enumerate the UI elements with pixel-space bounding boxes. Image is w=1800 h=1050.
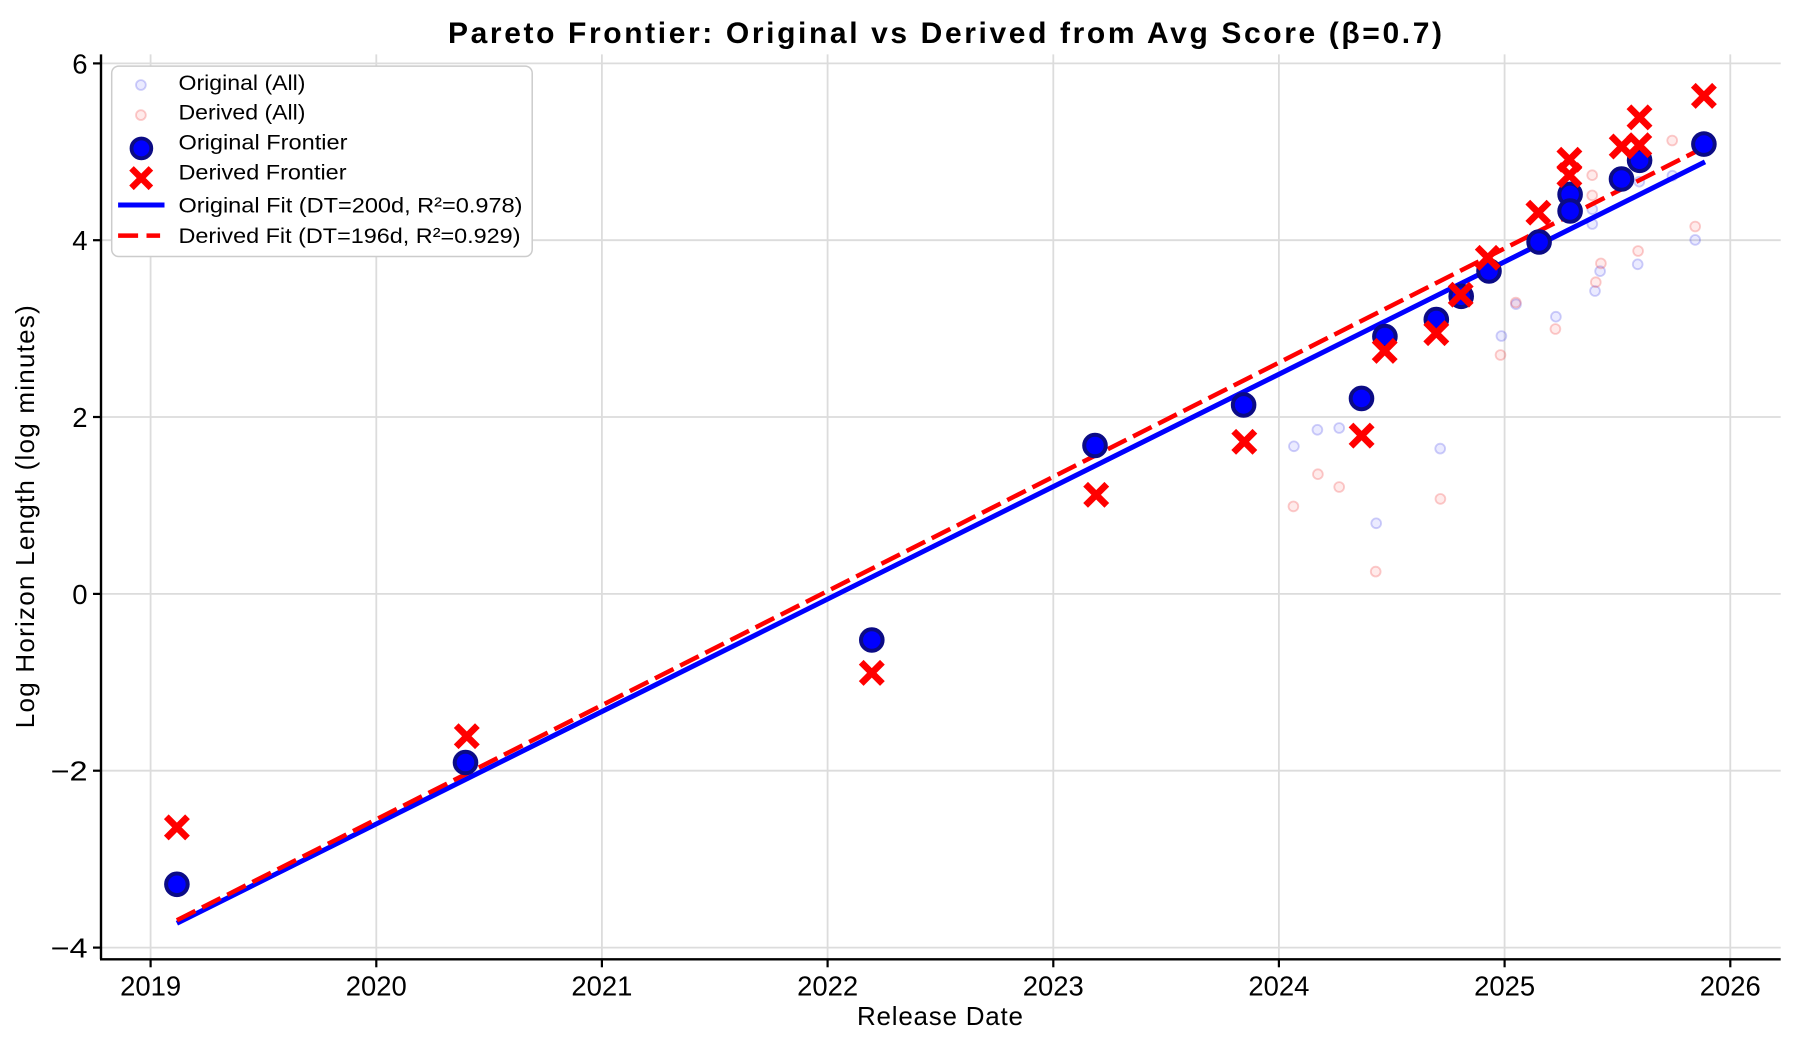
svg-text:−2: −2 [51, 756, 88, 787]
svg-text:2020: 2020 [346, 971, 407, 1002]
svg-text:−4: −4 [51, 933, 88, 964]
svg-text:2025: 2025 [1474, 971, 1535, 1002]
svg-text:Original Fit (DT=200d, R²=0.97: Original Fit (DT=200d, R²=0.978) [179, 193, 523, 217]
svg-text:2: 2 [72, 402, 87, 433]
svg-text:Log Horizon Length (log minute: Log Horizon Length (log minutes) [10, 305, 40, 728]
svg-text:Original (All): Original (All) [179, 71, 306, 95]
svg-text:Derived Frontier: Derived Frontier [179, 161, 347, 185]
svg-text:2019: 2019 [120, 971, 181, 1002]
svg-text:Release Date: Release Date [857, 1001, 1023, 1031]
svg-text:Pareto Frontier: Original vs D: Pareto Frontier: Original vs Derived fro… [448, 17, 1442, 50]
svg-text:2021: 2021 [571, 971, 632, 1002]
svg-text:2024: 2024 [1248, 971, 1309, 1002]
svg-text:2023: 2023 [1023, 971, 1084, 1002]
svg-text:Derived Fit (DT=196d, R²=0.929: Derived Fit (DT=196d, R²=0.929) [179, 224, 521, 248]
svg-text:6: 6 [72, 48, 87, 79]
svg-text:Original Frontier: Original Frontier [179, 131, 348, 155]
svg-text:2022: 2022 [797, 971, 858, 1002]
svg-text:2026: 2026 [1700, 971, 1761, 1002]
svg-text:Derived (All): Derived (All) [179, 101, 306, 125]
svg-text:0: 0 [72, 579, 87, 610]
svg-text:4: 4 [72, 225, 87, 256]
